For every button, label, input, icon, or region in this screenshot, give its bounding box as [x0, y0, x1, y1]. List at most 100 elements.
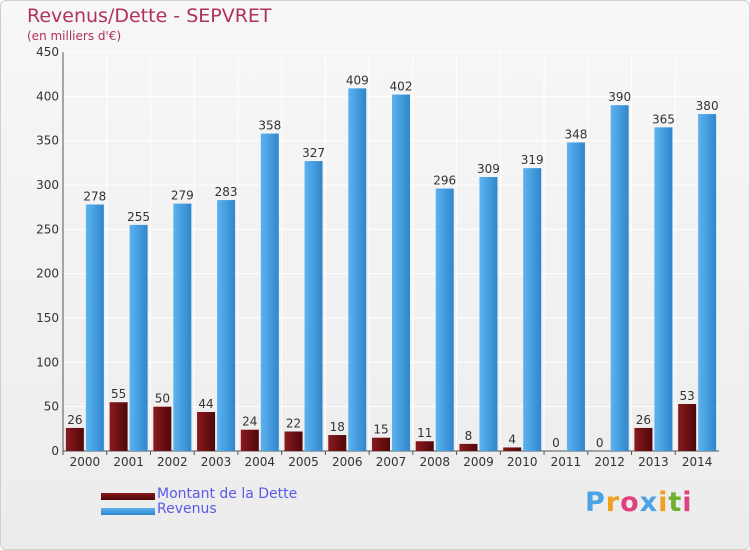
- x-tick-label: 2012: [594, 455, 625, 469]
- bar-revenue-2007: [392, 94, 410, 451]
- x-tick-label: 2006: [332, 455, 363, 469]
- x-tick-label: 2002: [157, 455, 188, 469]
- data-label-revenue-2009: 309: [477, 162, 500, 176]
- legend-label-revenue: Revenus: [157, 501, 217, 517]
- logo-letter: P: [585, 487, 606, 518]
- bar-debt-2004: [240, 429, 259, 451]
- bar-revenue-2008: [435, 188, 454, 451]
- bar-revenue-2000: [85, 204, 104, 451]
- data-label-revenue-2005: 327: [302, 146, 325, 160]
- data-label-revenue-2012: 390: [608, 90, 631, 104]
- data-label-revenue-2001: 255: [127, 210, 150, 224]
- data-label-revenue-2003: 283: [215, 185, 238, 199]
- x-tick-label: 2014: [682, 455, 713, 469]
- x-tick-label: 2001: [113, 455, 144, 469]
- bar-debt-2009: [459, 443, 478, 451]
- data-label-revenue-2010: 319: [521, 153, 544, 167]
- bar-debt-2013: [634, 427, 653, 451]
- bar-revenue-2005: [304, 161, 323, 451]
- logo-letter: r: [605, 487, 621, 518]
- bar-revenue-2010: [523, 168, 542, 452]
- legend-swatch-revenue: [101, 508, 155, 515]
- bar-debt-2007: [372, 437, 390, 451]
- y-tick-label: 0: [51, 444, 59, 458]
- legend-label-debt: Montant de la Dette: [157, 486, 298, 502]
- data-label-revenue-2014: 380: [696, 99, 719, 113]
- data-label-revenue-2007: 402: [390, 80, 413, 94]
- bar-revenue-2011: [566, 142, 585, 451]
- bar-revenue-2009: [479, 177, 498, 451]
- data-label-revenue-2000: 278: [83, 190, 106, 204]
- bar-revenue-2002: [173, 203, 192, 451]
- bar-revenue-2001: [129, 224, 148, 451]
- logo-letter: i: [658, 487, 669, 518]
- y-tick-label: 400: [36, 89, 59, 103]
- y-tick-label: 350: [36, 134, 59, 148]
- bar-revenue-2013: [654, 127, 673, 451]
- bar-debt-2008: [415, 441, 434, 451]
- data-label-debt-2006: 18: [330, 420, 345, 434]
- data-label-debt-2009: 8: [465, 429, 473, 443]
- y-tick-label: 250: [36, 222, 59, 236]
- y-tick-label: 50: [44, 400, 59, 414]
- x-tick-label: 2000: [70, 455, 101, 469]
- bar-debt-2003: [197, 411, 216, 451]
- x-tick-label: 2003: [201, 455, 232, 469]
- x-tick-label: 2004: [245, 455, 276, 469]
- bar-debt-2002: [153, 406, 172, 451]
- x-tick-label: 2010: [507, 455, 538, 469]
- logo-letter: o: [620, 487, 640, 518]
- data-label-debt-2010: 4: [508, 432, 516, 446]
- bars: [65, 88, 717, 452]
- bar-debt-2006: [328, 435, 347, 451]
- x-tick-label: 2009: [463, 455, 494, 469]
- bar-revenue-2012: [610, 105, 629, 451]
- bar-debt-2005: [284, 431, 303, 451]
- x-tick-label: 2007: [376, 455, 407, 469]
- data-label-revenue-2006: 409: [346, 73, 369, 87]
- x-tick-label: 2005: [288, 455, 319, 469]
- data-label-debt-2003: 44: [198, 397, 213, 411]
- bar-debt-2010: [503, 447, 522, 451]
- bar-revenue-2004: [260, 133, 279, 451]
- bar-debt-2000: [65, 427, 84, 451]
- bar-debt-2001: [109, 402, 128, 451]
- bar-debt-2014: [678, 404, 697, 451]
- data-label-debt-2014: 53: [679, 389, 694, 403]
- bar-revenue-2003: [217, 200, 236, 451]
- logo-letter: x: [639, 487, 659, 518]
- x-tick-label: 2013: [638, 455, 669, 469]
- legend-swatch-debt: [101, 493, 155, 500]
- logo-letter: i: [682, 487, 693, 518]
- y-tick-label: 100: [36, 355, 59, 369]
- bar-revenue-2006: [348, 88, 367, 451]
- chart-subtitle: (en milliers d'€): [27, 29, 122, 43]
- chart-title: Revenus/Dette - SEPVRET: [27, 5, 272, 27]
- data-label-debt-2008: 11: [417, 426, 432, 440]
- y-tick-label: 450: [36, 45, 59, 59]
- data-labels: 2627855255502794428324358223271840915402…: [67, 73, 718, 450]
- y-tick-label: 150: [36, 311, 59, 325]
- data-label-debt-2002: 50: [155, 392, 170, 406]
- logo-letter: t: [668, 487, 683, 518]
- data-label-revenue-2004: 358: [258, 119, 281, 133]
- data-label-debt-2000: 26: [67, 413, 82, 427]
- proxiti-logo: Proxiti: [585, 487, 693, 518]
- data-label-debt-2011: 0: [552, 436, 560, 450]
- y-tick-label: 300: [36, 178, 59, 192]
- data-label-debt-2001: 55: [111, 387, 126, 401]
- data-label-debt-2012: 0: [596, 436, 604, 450]
- data-label-revenue-2008: 296: [433, 174, 456, 188]
- x-tick-label: 2011: [551, 455, 582, 469]
- data-label-revenue-2002: 279: [171, 189, 194, 203]
- x-tick-label: 2008: [419, 455, 450, 469]
- data-label-revenue-2013: 365: [652, 112, 675, 126]
- data-label-debt-2005: 22: [286, 416, 301, 430]
- data-label-revenue-2011: 348: [564, 127, 587, 141]
- grid-lines: [63, 51, 719, 451]
- y-tick-label: 200: [36, 267, 59, 281]
- bar-revenue-2014: [698, 114, 717, 452]
